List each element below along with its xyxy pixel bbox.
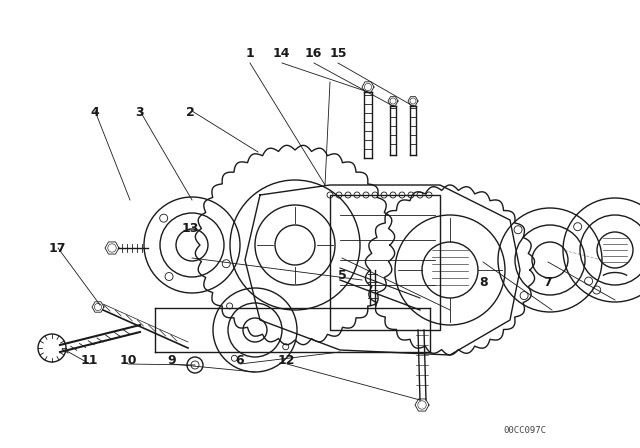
Text: 5: 5 <box>338 269 347 282</box>
Text: 12: 12 <box>278 354 296 367</box>
Text: 17: 17 <box>49 242 67 255</box>
Bar <box>330 195 440 330</box>
Text: 8: 8 <box>479 276 488 289</box>
Text: 4: 4 <box>90 105 99 119</box>
Text: 2: 2 <box>186 105 195 119</box>
Text: 15: 15 <box>329 47 347 60</box>
Text: 6: 6 <box>236 354 244 367</box>
Text: 11: 11 <box>81 354 99 367</box>
Text: 10: 10 <box>119 354 137 367</box>
Text: 16: 16 <box>305 47 323 60</box>
Text: 3: 3 <box>135 105 144 119</box>
Text: 14: 14 <box>273 47 291 60</box>
Text: 00CC097C: 00CC097C <box>503 426 547 435</box>
Text: 13: 13 <box>182 222 200 235</box>
Text: 1: 1 <box>245 47 254 60</box>
Text: 7: 7 <box>543 276 552 289</box>
Text: 9: 9 <box>167 354 176 367</box>
